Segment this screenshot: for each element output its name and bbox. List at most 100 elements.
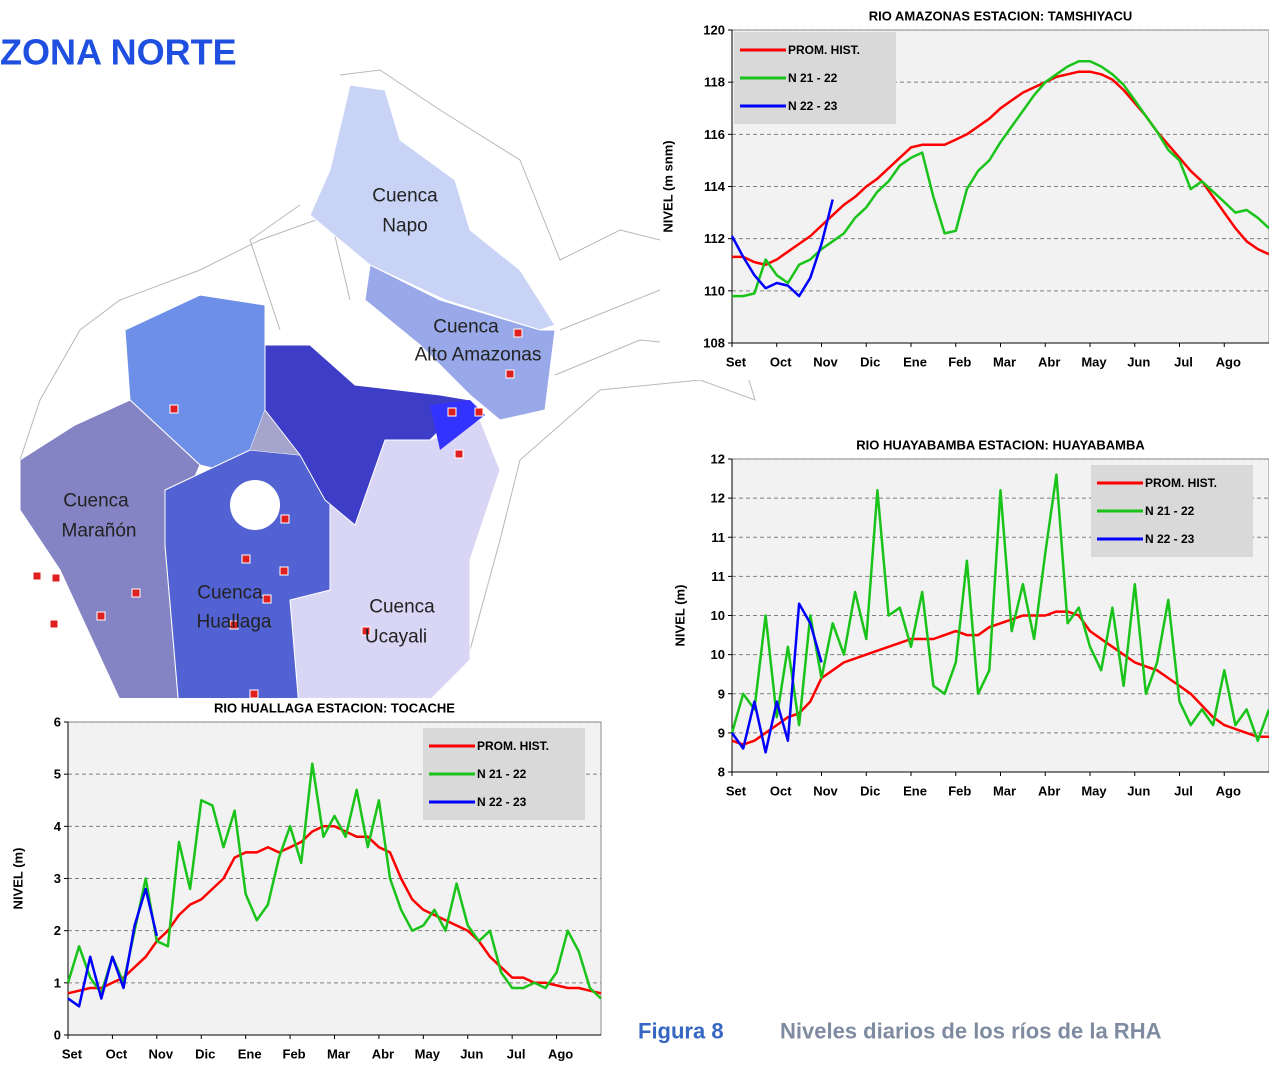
y-tick-label: 11 <box>711 569 725 584</box>
x-tick-label: May <box>415 1047 441 1062</box>
y-tick-label: 110 <box>704 283 725 298</box>
y-tick-label: 4 <box>54 819 62 834</box>
legend-label: N 22 - 23 <box>477 795 527 809</box>
map-label: Huallaga <box>197 612 272 633</box>
x-tick-label: Nov <box>149 1047 174 1062</box>
legend-label: N 22 - 23 <box>788 99 838 113</box>
y-tick-label: 11 <box>711 530 725 545</box>
stations <box>32 328 523 699</box>
basin-napo <box>309 84 556 331</box>
x-tick-label: Mar <box>993 355 1016 370</box>
y-axis-label: NIVEL (m) <box>673 585 688 647</box>
y-tick-label: 9 <box>718 686 725 701</box>
y-tick-label: 112 <box>704 231 725 246</box>
x-tick-label: Ene <box>238 1047 262 1062</box>
basin-marker <box>430 400 485 450</box>
x-tick-label: Jul <box>1174 784 1193 799</box>
y-tick-label: 118 <box>704 75 725 90</box>
series-line <box>730 602 823 754</box>
y-tick-label: 10 <box>711 647 725 662</box>
caption-text: Niveles diarios de los ríos de la RHA <box>780 1019 1162 1044</box>
x-tick-label: Mar <box>327 1047 350 1062</box>
legend-label: PROM. HIST. <box>788 43 860 57</box>
x-tick-label: Jul <box>1174 355 1193 370</box>
series-line <box>730 199 834 298</box>
x-tick-label: Mar <box>993 784 1016 799</box>
basin-alto-amazonas <box>364 264 556 421</box>
y-tick-label: 1 <box>54 975 61 990</box>
x-tick-label: Feb <box>283 1047 306 1062</box>
x-tick-label: Nov <box>813 355 838 370</box>
series-line <box>730 473 1269 742</box>
x-tick-label: May <box>1081 355 1107 370</box>
x-tick-label: Oct <box>770 784 792 799</box>
x-tick-label: Dic <box>860 784 880 799</box>
caption-label: Figura 8 <box>638 1019 724 1044</box>
y-tick-label: 10 <box>711 608 725 623</box>
x-tick-label: Abr <box>372 1047 394 1062</box>
map-label: Cuenca <box>63 491 129 512</box>
y-axis-label: NIVEL (m) <box>11 848 26 910</box>
x-tick-label: Set <box>726 784 747 799</box>
basin-central <box>264 344 472 526</box>
y-tick-label: 12 <box>711 452 725 467</box>
x-tick-label: Jun <box>1127 784 1150 799</box>
x-tick-label: Ago <box>548 1047 573 1062</box>
map-hole <box>230 480 280 530</box>
x-tick-label: Jun <box>1127 355 1150 370</box>
series-line <box>67 887 159 1008</box>
y-tick-label: 12 <box>711 491 725 506</box>
y-tick-label: 114 <box>704 179 726 194</box>
page-title: ZONA NORTE <box>0 32 237 73</box>
y-tick-label: 9 <box>718 725 725 740</box>
y-tick-label: 2 <box>54 923 61 938</box>
map-label: Napo <box>382 216 427 237</box>
series-line <box>66 762 602 1000</box>
y-tick-label: 116 <box>704 127 725 142</box>
map-label: Cuenca <box>369 597 435 618</box>
x-tick-label: Abr <box>1038 355 1060 370</box>
legend-label: N 21 - 22 <box>1145 504 1195 518</box>
y-tick-label: 5 <box>54 767 61 782</box>
y-tick-label: 108 <box>703 336 725 351</box>
map-label: Marañón <box>62 521 137 542</box>
legend-label: N 22 - 23 <box>1145 532 1195 546</box>
legend-label: PROM. HIST. <box>477 739 549 753</box>
map: Cuenca Napo Cuenca Alto Amazonas Cuenca … <box>19 69 756 721</box>
x-tick-label: Dic <box>860 355 880 370</box>
y-tick-label: 8 <box>718 765 725 780</box>
x-tick-label: Dic <box>195 1047 215 1062</box>
x-tick-label: Set <box>726 355 747 370</box>
basin-small <box>250 410 300 455</box>
legend-label: PROM. HIST. <box>1145 476 1217 490</box>
y-tick-label: 3 <box>54 871 61 886</box>
series-line <box>732 70 1269 267</box>
x-tick-label: Jun <box>460 1047 483 1062</box>
chart-title: RIO HUALLAGA ESTACION: TOCACHE <box>214 701 455 716</box>
chart-title: RIO HUAYABAMBA ESTACION: HUAYABAMBA <box>856 438 1145 453</box>
x-tick-label: Nov <box>813 784 838 799</box>
map-label: Cuenca <box>197 583 263 604</box>
x-tick-label: Ene <box>903 784 927 799</box>
x-tick-label: Feb <box>948 355 971 370</box>
x-tick-label: Oct <box>770 355 792 370</box>
chart-title: RIO AMAZONAS ESTACION: TAMSHIYACU <box>869 9 1133 24</box>
y-tick-label: 120 <box>703 23 725 38</box>
x-tick-label: Ago <box>1216 784 1241 799</box>
x-tick-label: Set <box>62 1047 83 1062</box>
y-tick-label: 0 <box>54 1028 61 1043</box>
legend-label: N 21 - 22 <box>788 71 838 85</box>
y-tick-label: 6 <box>54 715 61 730</box>
x-tick-label: Abr <box>1038 784 1060 799</box>
x-tick-label: Jul <box>507 1047 526 1062</box>
x-tick-label: Ene <box>903 355 927 370</box>
y-axis-label: NIVEL (m snm) <box>661 140 676 232</box>
map-label: Alto Amazonas <box>415 345 542 366</box>
legend-label: N 21 - 22 <box>477 767 527 781</box>
series-line <box>732 60 1269 298</box>
x-tick-label: Ago <box>1216 355 1241 370</box>
x-tick-label: Feb <box>948 784 971 799</box>
x-tick-label: May <box>1081 784 1107 799</box>
